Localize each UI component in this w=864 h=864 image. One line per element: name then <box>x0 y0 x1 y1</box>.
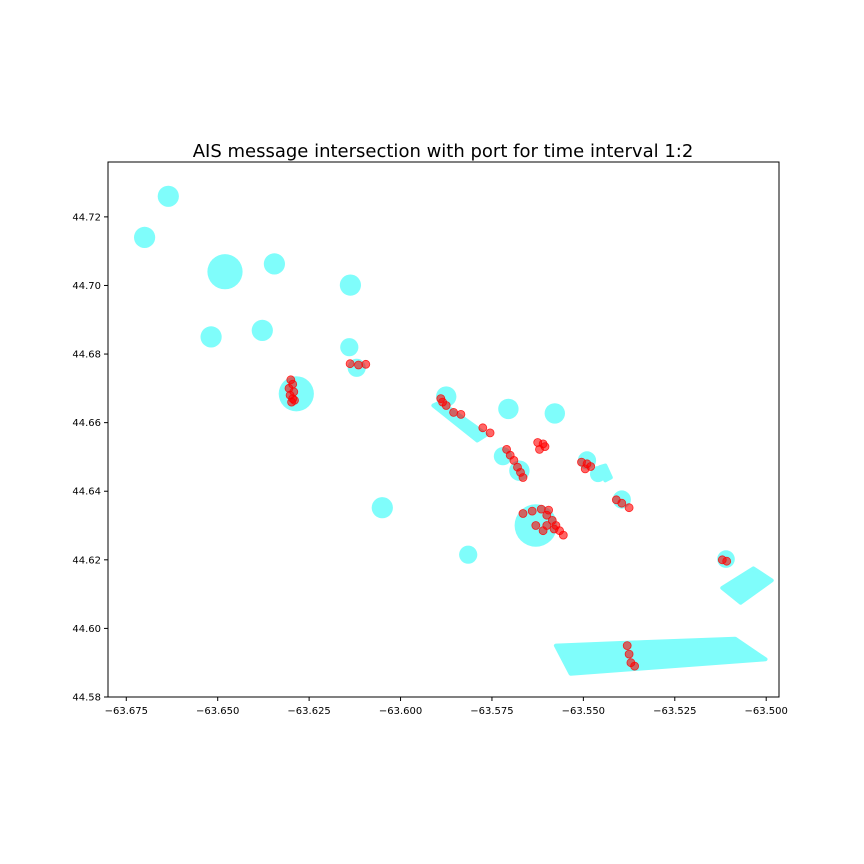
x-tick-label: −63.550 <box>562 706 605 717</box>
plot-frame <box>107 161 780 698</box>
ais-message-point <box>449 407 459 417</box>
port-circle-2 <box>134 226 156 248</box>
port-circle-5 <box>339 274 361 296</box>
ais-message-point <box>345 359 355 369</box>
x-tick-label: −63.625 <box>287 706 330 717</box>
port-circle-19 <box>371 497 393 519</box>
ais-message-point <box>509 455 519 465</box>
y-tick-label: 44.64 <box>72 487 101 498</box>
ais-message-point <box>361 359 371 369</box>
y-tick-label: 44.60 <box>72 624 101 635</box>
x-tick-label: −63.675 <box>105 706 148 717</box>
ais-message-point <box>538 526 548 536</box>
port-circle-1 <box>157 185 179 207</box>
y-tick-label: 44.66 <box>72 418 101 429</box>
ais-message-point <box>542 510 552 520</box>
ais-message-point <box>518 473 528 482</box>
y-tick-label: 44.62 <box>72 555 101 566</box>
port-circle-17 <box>590 466 606 483</box>
x-tick-label: −63.600 <box>379 706 422 717</box>
port-polygon-3 <box>720 566 774 605</box>
ais-message-point <box>624 503 634 513</box>
chart-title: AIS message intersection with port for t… <box>193 141 694 162</box>
x-tick-label: −63.525 <box>653 706 696 717</box>
ais-message-point <box>558 530 568 540</box>
port-circle-12 <box>498 398 519 420</box>
ais-message-point <box>617 498 627 508</box>
port-circle-6 <box>251 319 273 341</box>
x-axis: −63.675 −63.650 −63.625 −63.600 −63.575 −63.5… <box>105 697 788 717</box>
ais-message-point <box>549 524 559 534</box>
ais-message-point <box>354 360 363 370</box>
ais-message-point <box>527 506 537 516</box>
x-tick-label: −63.650 <box>196 706 239 717</box>
ais-message-point <box>290 395 299 405</box>
y-tick-label: 44.70 <box>72 281 101 292</box>
ais-message-point <box>580 464 590 474</box>
y-tick-label: 44.58 <box>72 693 101 704</box>
ais-message-point <box>456 409 466 419</box>
ais-message-point <box>630 661 639 671</box>
x-tick-label: −63.575 <box>470 706 513 717</box>
ais-message-point <box>531 521 541 530</box>
x-tick-label: −63.500 <box>745 706 788 717</box>
ais-message-point <box>478 423 488 433</box>
ais-message-point <box>518 509 528 518</box>
y-tick-label: 44.68 <box>72 350 101 361</box>
ais-message-point <box>441 401 451 410</box>
port-circle-4 <box>263 253 285 275</box>
y-axis: 44.58 44.60 44.62 44.64 44.66 44.68 44.70 44.72 <box>72 212 108 704</box>
ais-message-point <box>722 556 732 566</box>
ais-message-points <box>284 359 732 671</box>
port-circle-3 <box>207 254 243 290</box>
ais-message-point <box>485 428 495 438</box>
port-circle-13 <box>544 403 565 424</box>
ais-message-point <box>535 444 544 454</box>
y-tick-label: 44.72 <box>72 212 101 223</box>
ais-message-point <box>622 641 632 650</box>
port-circle-21 <box>459 545 478 564</box>
port-circle-8 <box>340 338 359 357</box>
ais-message-point <box>624 649 634 659</box>
port-circle-7 <box>200 326 222 348</box>
